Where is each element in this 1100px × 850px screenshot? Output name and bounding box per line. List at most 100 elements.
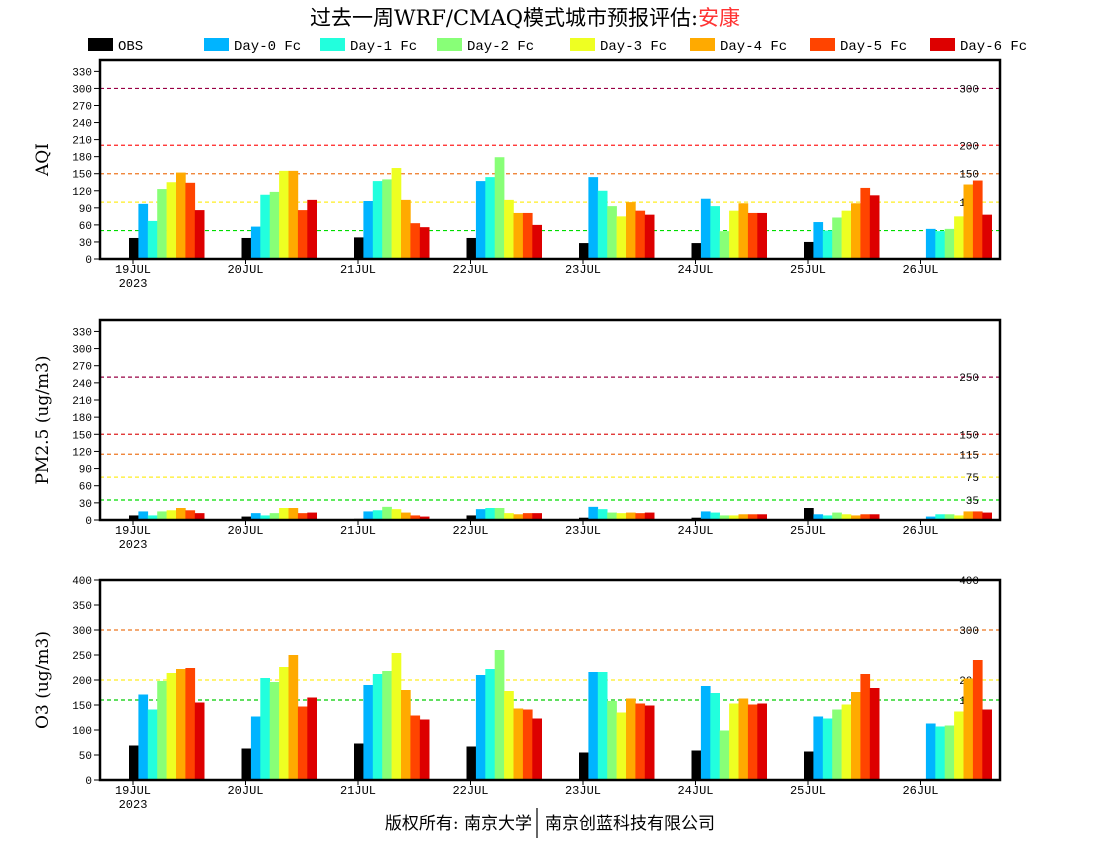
bar-day-4-fc — [401, 512, 411, 520]
legend-item: Day-0 Fc — [204, 38, 301, 55]
legend-item: Day-5 Fc — [810, 38, 907, 55]
bar-day-5-fc — [747, 514, 758, 520]
bar-obs — [354, 237, 364, 259]
bar-day-6-fc — [307, 512, 317, 520]
bar-obs — [579, 243, 589, 259]
bar-day-3-fc — [166, 673, 177, 780]
legend-item: OBS — [88, 38, 143, 55]
bar-day-4-fc — [513, 514, 524, 520]
bar-day-2-fc — [719, 231, 730, 259]
bar-day-6-fc — [982, 512, 992, 520]
bar-day-3-fc — [504, 199, 514, 259]
bar-day-5-fc — [522, 513, 533, 520]
y-axis-label: O3 (ug/m3) — [33, 631, 53, 729]
x-tick-label: 26JUL — [902, 784, 938, 798]
bar-day-1-fc — [485, 177, 495, 259]
bar-day-2-fc — [494, 508, 505, 520]
bar-day-4-fc — [288, 170, 299, 259]
bar-obs — [691, 750, 702, 780]
legend-label: OBS — [118, 39, 143, 55]
bar-day-4-fc — [738, 514, 749, 520]
bar-day-5-fc — [747, 704, 758, 780]
bar-day-1-fc — [260, 515, 270, 520]
bar-day-5-fc — [410, 515, 421, 520]
y-tick-label: 120 — [72, 447, 92, 459]
bar-day-3-fc — [504, 691, 514, 780]
bar-day-1-fc — [822, 515, 833, 520]
bar-day-6-fc — [307, 697, 317, 780]
bar-day-6-fc — [419, 719, 430, 780]
y-tick-label: 300 — [72, 84, 92, 96]
bar-day-6-fc — [644, 512, 655, 520]
bar-day-6-fc — [757, 212, 767, 259]
x-tick-label: 25JUL — [790, 524, 826, 538]
bar-day-4-fc — [288, 655, 299, 780]
bar-day-3-fc — [391, 168, 402, 259]
bar-day-4-fc — [176, 508, 186, 520]
bar-day-0-fc — [588, 672, 599, 780]
bar-day-2-fc — [382, 506, 392, 520]
bar-day-2-fc — [157, 511, 167, 520]
bar-day-4-fc — [626, 202, 636, 259]
bar-day-6-fc — [419, 516, 430, 520]
y-tick-label: 200 — [72, 676, 92, 688]
footer: 版权所有: 南京大学 南京创蓝科技有限公司 — [385, 808, 715, 838]
bar-day-4-fc — [851, 515, 861, 520]
bar-day-6-fc — [869, 195, 880, 259]
panel-o3: 16020030040005010015020025030035040019JU… — [33, 576, 1002, 812]
bar-day-4-fc — [626, 512, 636, 520]
legend-label: Day-3 Fc — [600, 39, 667, 55]
bar-day-0-fc — [925, 723, 936, 780]
threshold-label: 35 — [966, 496, 979, 508]
x-year-label: 2023 — [119, 277, 148, 291]
plot-frame — [98, 58, 1002, 261]
y-tick-label: 150 — [72, 430, 92, 442]
panel-pm25: 35 75 115 150 250 0 30 60 90 120 150 180 210 240 270 30… — [33, 318, 1002, 552]
bar-day-6-fc — [194, 513, 205, 520]
bar-obs — [804, 751, 814, 780]
threshold-label: 150 — [959, 430, 979, 442]
bar-obs — [804, 508, 814, 520]
threshold-label: 300 — [959, 84, 979, 96]
bar-obs — [579, 752, 589, 780]
y-tick-label: 210 — [72, 396, 92, 408]
bar-day-3-fc — [166, 510, 177, 520]
bar-day-4-fc — [176, 172, 186, 259]
bar-day-0-fc — [138, 694, 149, 780]
bar-day-2-fc — [719, 730, 730, 780]
bar-day-2-fc — [719, 515, 730, 520]
bar-day-1-fc — [935, 231, 945, 259]
bar-day-0-fc — [700, 198, 711, 259]
bar-day-1-fc — [485, 508, 495, 520]
bar-day-0-fc — [588, 506, 599, 520]
legend-swatch — [810, 38, 835, 51]
bar-day-6-fc — [532, 718, 542, 780]
y-tick-label: 50 — [79, 751, 92, 763]
bar-day-4-fc — [513, 708, 524, 780]
bar-day-5-fc — [635, 513, 646, 520]
bar-day-5-fc — [410, 715, 421, 780]
bar-day-0-fc — [250, 226, 261, 259]
x-tick-label: 22JUL — [452, 524, 488, 538]
legend-item: Day-1 Fc — [320, 38, 417, 55]
bar-day-6-fc — [869, 688, 880, 780]
x-tick-label: 23JUL — [565, 263, 601, 277]
bar-day-1-fc — [485, 669, 495, 780]
legend-item: Day-4 Fc — [690, 38, 787, 55]
y-axis-label: AQI — [33, 143, 53, 177]
bar-day-0-fc — [813, 514, 824, 520]
x-year-label: 2023 — [119, 538, 148, 552]
x-tick-label: 26JUL — [902, 263, 938, 277]
y-tick-label: 180 — [72, 413, 92, 425]
bar-obs — [354, 743, 364, 780]
bar-day-4-fc — [288, 508, 299, 520]
bar-day-0-fc — [138, 511, 149, 520]
x-tick-label: 24JUL — [677, 784, 713, 798]
bar-day-4-fc — [401, 690, 411, 780]
x-tick-label: 22JUL — [452, 263, 488, 277]
y-tick-label: 300 — [72, 626, 92, 638]
bar-day-1-fc — [935, 514, 945, 520]
legend-swatch — [690, 38, 715, 51]
footer-copyright: 版权所有: 南京大学 — [385, 814, 532, 834]
bar-day-0-fc — [813, 716, 824, 780]
